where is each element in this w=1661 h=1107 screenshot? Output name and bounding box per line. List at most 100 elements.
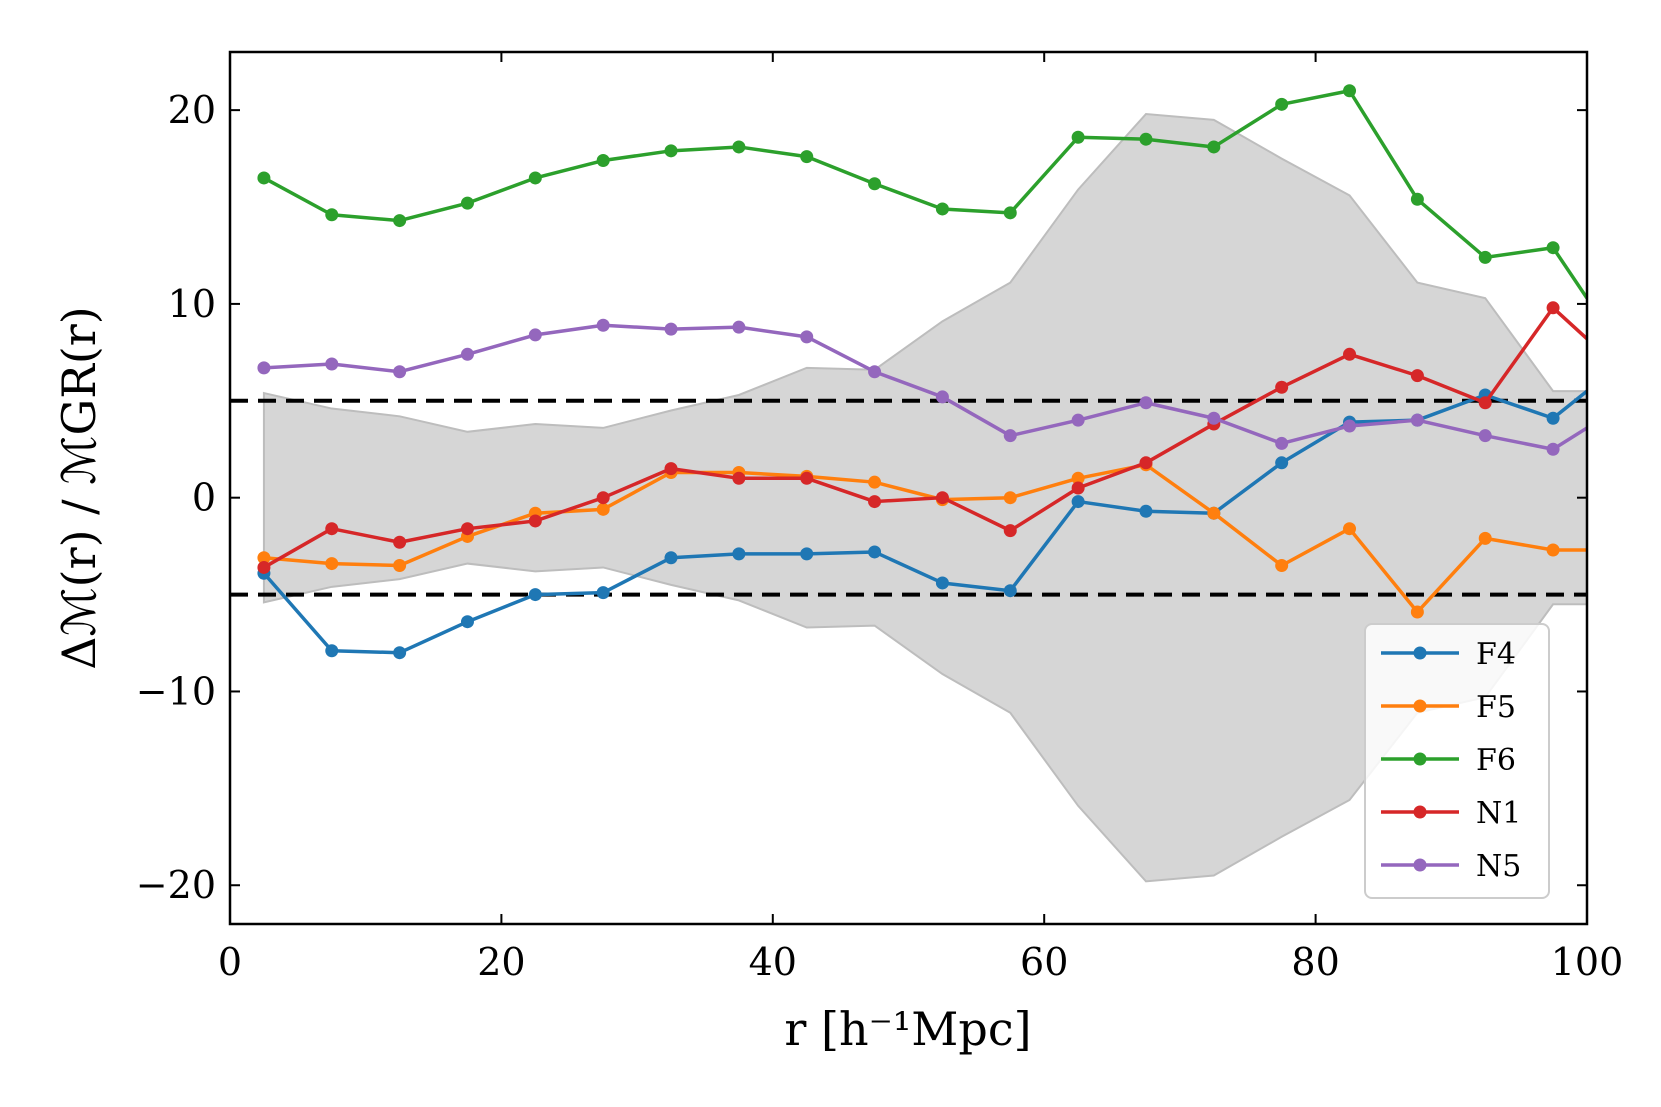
data-point-f5 [1003,491,1017,505]
data-point-f5 [257,551,271,565]
data-point-f6 [800,150,814,164]
data-point-f5 [1546,543,1560,557]
data-point-f5 [325,557,339,571]
data-point-n1 [935,491,949,505]
data-point-n1 [596,491,610,505]
data-point-n5 [935,390,949,404]
data-point-f6 [596,154,610,168]
data-point-f6 [1410,192,1424,206]
data-point-n1 [257,560,271,574]
data-point-f4 [596,586,610,600]
data-point-n5 [325,357,339,371]
data-point-f6 [664,144,678,158]
data-point-n5 [1003,429,1017,443]
data-point-n5 [1343,419,1357,433]
x-tick-label: 20 [477,940,525,984]
data-point-n1 [664,462,678,476]
data-point-f4 [1003,584,1017,598]
data-point-f4 [528,588,542,602]
data-point-f4 [1546,411,1560,425]
data-point-n5 [393,365,407,379]
data-point-n1 [732,471,746,485]
ticks-layer: 0 20 40 60 80 100 −20 −10 0 10 20 [136,52,1623,984]
data-point-f5 [1071,471,1085,485]
data-point-f6 [868,177,882,191]
data-point-n1 [1003,524,1017,538]
x-tick-label: 40 [749,940,797,984]
data-point-f4 [325,644,339,658]
data-point-f6 [1071,130,1085,144]
reference-lines-layer [230,398,1587,597]
data-point-f4 [868,545,882,559]
data-point-n5 [1410,413,1424,427]
data-point-f5 [1410,605,1424,619]
data-point-n1 [325,522,339,536]
data-point-f5 [393,559,407,573]
data-point-n5 [1139,396,1153,410]
data-point-n1 [393,535,407,549]
legend-marker-n1 [1413,805,1427,819]
data-point-n5 [1275,436,1289,450]
data-point-f4 [1139,504,1153,518]
legend-marker-f4 [1413,646,1427,660]
series-n5 [257,318,1587,456]
data-point-f4 [732,547,746,561]
legend-label-n1: N1 [1476,796,1521,831]
data-point-f4 [935,576,949,590]
series-layer [257,84,1587,660]
legend: F4 F5 F6 N1 N5 [1364,623,1550,899]
data-point-n5 [257,361,271,375]
data-point-f4 [800,547,814,561]
legend-label-f6: F6 [1476,743,1516,778]
data-point-n5 [1071,413,1085,427]
data-point-n1 [460,522,474,536]
x-tick-label: 80 [1291,940,1339,984]
data-point-f6 [1275,97,1289,111]
y-tick-label: −10 [136,669,216,713]
legend-marker-n5 [1413,858,1427,872]
data-point-f6 [1478,250,1492,264]
legend-marker-f6 [1413,752,1427,766]
data-point-f4 [460,615,474,629]
data-point-n1 [1410,369,1424,383]
legend-label-f4: F4 [1476,637,1516,672]
data-point-f6 [325,208,339,222]
legend-label-n5: N5 [1476,849,1521,884]
data-point-n1 [1139,456,1153,470]
data-point-n1 [1478,396,1492,410]
data-point-f5 [596,502,610,516]
data-point-f6 [257,171,271,185]
data-point-f4 [1071,495,1085,509]
data-point-f5 [1478,531,1492,545]
data-point-n1 [868,495,882,509]
data-point-f6 [1139,132,1153,146]
data-point-n5 [664,322,678,336]
data-point-f5 [1275,559,1289,573]
data-point-f6 [1546,241,1560,255]
legend-box [1364,623,1550,899]
data-point-n5 [800,330,814,344]
legend-label-f5: F5 [1476,690,1516,725]
x-tick-label: 100 [1551,940,1624,984]
y-tick-label: −20 [136,863,216,907]
x-tick-label: 0 [218,940,242,984]
data-point-f6 [732,140,746,154]
data-point-f6 [935,202,949,216]
y-tick-label: 0 [192,476,216,520]
data-point-n5 [596,318,610,332]
data-point-f6 [1207,140,1221,154]
data-point-f6 [393,214,407,228]
data-point-n1 [1071,481,1085,495]
x-axis-title: r [h⁻¹Mpc] [784,1002,1031,1056]
y-tick-label: 20 [168,88,216,132]
series-f6 [257,84,1587,300]
series-n1 [257,301,1587,574]
data-point-f4 [1275,456,1289,470]
data-point-n1 [528,514,542,528]
data-point-f6 [1343,84,1357,98]
y-axis-title: Δℳ(r) / ℳGR(r) [52,306,106,670]
data-point-n5 [1207,411,1221,425]
plot-frame [228,50,1589,926]
data-point-f5 [1343,522,1357,536]
